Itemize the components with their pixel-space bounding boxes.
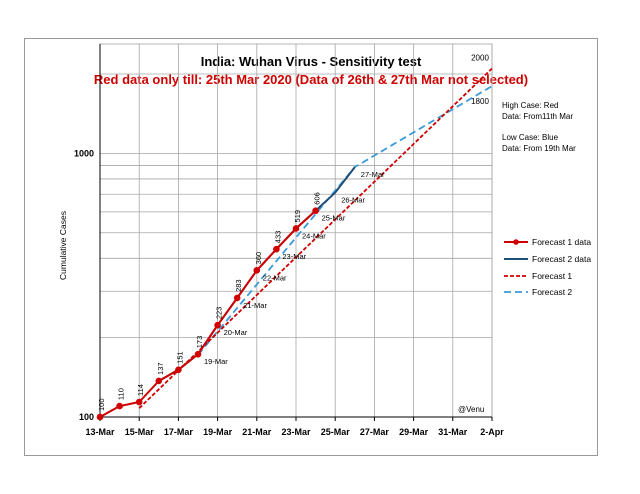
data-value-label: 110 <box>117 388 126 400</box>
date-label: 26-Mar <box>341 196 365 205</box>
y-axis-label: Cumulative Cases <box>58 211 68 280</box>
date-label: 21-Mar <box>243 301 267 310</box>
x-tick-label: 27-Mar <box>360 427 390 437</box>
date-label: 22-Mar <box>263 273 287 282</box>
high-end-label: 2000 <box>471 53 489 62</box>
y-tick-label: 1000 <box>74 148 94 158</box>
x-tick-label: 13-Mar <box>85 427 115 437</box>
data-point <box>194 350 202 358</box>
data-point <box>155 377 163 385</box>
x-tick-label: 15-Mar <box>125 427 155 437</box>
high-case-line-1: High Case: Red <box>502 101 559 110</box>
data-point <box>292 225 300 232</box>
low-case-line-2: Data: From 19th Mar <box>502 144 576 153</box>
date-label: 23-Mar <box>282 252 306 261</box>
date-label: 20-Mar <box>224 328 248 337</box>
legend-label-0: Forecast 1 data <box>532 237 591 247</box>
data-value-label: 137 <box>156 362 165 375</box>
data-value-label: 519 <box>293 210 302 223</box>
data-point <box>214 321 221 329</box>
data-value-label: 223 <box>215 307 224 320</box>
series-line-0 <box>99 209 317 418</box>
data-value-label: 173 <box>195 336 204 349</box>
data-value-label: 283 <box>234 279 243 292</box>
legend-label-3: Forecast 2 <box>532 287 572 297</box>
high-case-note: High Case: Red Data: From11th Mar <box>502 100 573 122</box>
date-label: 24-Mar <box>302 231 326 240</box>
high-case-line-2: Data: From11th Mar <box>502 112 573 121</box>
data-value-label: 151 <box>175 351 184 364</box>
data-point <box>273 245 280 253</box>
legend-label-1: Forecast 2 data <box>532 254 591 264</box>
legend-marker <box>513 239 519 245</box>
y-tick-label: 100 <box>79 412 94 422</box>
legend-label-2: Forecast 1 <box>532 271 572 281</box>
date-label: 27-Mar <box>361 170 385 179</box>
data-point <box>96 413 104 421</box>
data-point <box>253 267 261 274</box>
x-tick-label: 19-Mar <box>203 427 233 437</box>
data-point <box>312 207 319 215</box>
low-case-note: Low Case: Blue Data: From 19th Mar <box>502 132 576 154</box>
date-label: 19-Mar <box>204 357 228 366</box>
chart-title: India: Wuhan Virus - Sensitivity test <box>200 54 422 69</box>
date-label: 25-Mar <box>322 214 346 223</box>
data-value-label: 433 <box>273 231 282 244</box>
x-tick-label: 31-Mar <box>438 427 468 437</box>
data-value-label: 360 <box>254 252 263 265</box>
data-point <box>116 402 123 410</box>
x-tick-label: 2-Apr <box>480 427 504 437</box>
data-point <box>175 366 182 374</box>
data-value-label: 100 <box>97 398 106 411</box>
credit-label: @Venu <box>458 405 484 414</box>
data-point <box>135 398 143 406</box>
low-case-line-1: Low Case: Blue <box>502 133 559 142</box>
chart-subtitle: Red data only till: 25th Mar 2020 (Data … <box>93 72 529 87</box>
x-tick-label: 23-Mar <box>281 427 311 437</box>
x-tick-label: 29-Mar <box>399 427 429 437</box>
x-tick-label: 17-Mar <box>164 427 194 437</box>
data-point <box>233 294 241 302</box>
data-value-label: 606 <box>313 192 322 205</box>
x-tick-label: 21-Mar <box>242 427 272 437</box>
low-end-label: 1800 <box>471 97 489 106</box>
x-tick-label: 25-Mar <box>321 427 351 437</box>
chart-frame <box>24 38 598 456</box>
data-value-label: 114 <box>136 384 145 396</box>
